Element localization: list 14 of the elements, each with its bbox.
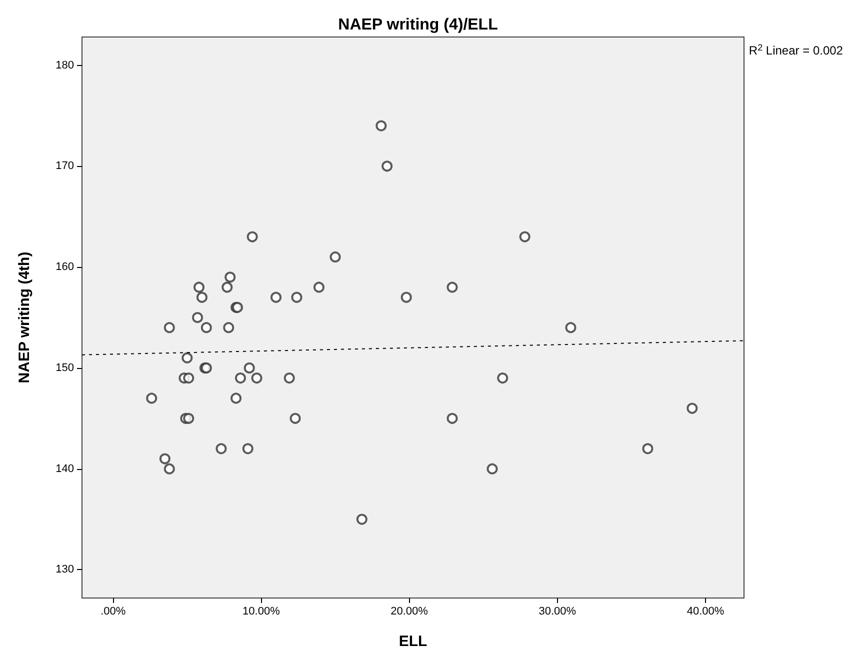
x-tick-label: 20.00% bbox=[390, 606, 428, 618]
y-tick-label: 170 bbox=[56, 160, 74, 172]
x-tick-label: .00% bbox=[100, 606, 126, 618]
x-tick-label: 30.00% bbox=[538, 606, 576, 618]
x-tick-label: 40.00% bbox=[686, 606, 724, 618]
y-tick-label: 160 bbox=[56, 261, 74, 274]
x-axis-title: ELL bbox=[398, 633, 428, 650]
y-tick-label: 150 bbox=[56, 362, 74, 374]
y-axis-title: NAEP writing (4th) bbox=[16, 252, 33, 384]
y-tick-label: 140 bbox=[56, 462, 74, 475]
y-tick-label: 180 bbox=[56, 59, 74, 72]
chart-title: NAEP writing (4)/ELL bbox=[338, 16, 498, 34]
x-tick-label: 10.00% bbox=[242, 606, 280, 618]
y-tick-label: 130 bbox=[56, 564, 74, 576]
